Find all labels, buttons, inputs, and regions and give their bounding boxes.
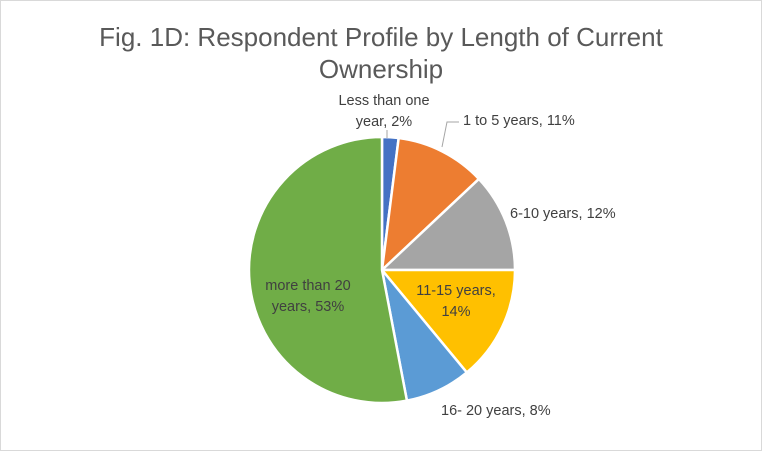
pie-slice-5 xyxy=(247,135,409,405)
data-label-2: 6-10 years, 12% xyxy=(510,206,616,222)
data-label-line: 6-10 years, 12% xyxy=(510,206,616,222)
data-label-line: 11-15 years, xyxy=(416,283,496,299)
data-label-line: years, 53% xyxy=(272,299,345,315)
pie-slices xyxy=(247,135,517,405)
data-label-line: year, 2% xyxy=(356,114,413,130)
chart-title: Fig. 1D: Respondent Profile by Length of… xyxy=(99,22,663,84)
pie-slice-1 xyxy=(380,136,481,272)
data-label-line: more than 20 xyxy=(265,278,350,294)
leader-lines xyxy=(386,121,459,148)
data-label-3: 11-15 years, 14% xyxy=(416,283,496,320)
data-label-line: Less than one xyxy=(338,93,429,109)
data-label-1: 1 to 5 years, 11% xyxy=(463,113,575,129)
data-labels: Less than one year, 2% 1 to 5 years, 11% 6-… xyxy=(265,93,615,419)
pie-slice-2 xyxy=(380,177,517,272)
data-label-line: 14% xyxy=(441,304,470,320)
data-label-0: Less than one year, 2% xyxy=(338,93,429,130)
data-label-line: 16- 20 years, 8% xyxy=(441,403,551,419)
data-label-5: more than 20 years, 53% xyxy=(265,278,350,315)
pie-slice-3 xyxy=(380,268,517,374)
data-label-4: 16- 20 years, 8% xyxy=(441,403,551,419)
leader-line-1 xyxy=(441,121,459,148)
data-label-line: 1 to 5 years, 11% xyxy=(463,113,575,129)
